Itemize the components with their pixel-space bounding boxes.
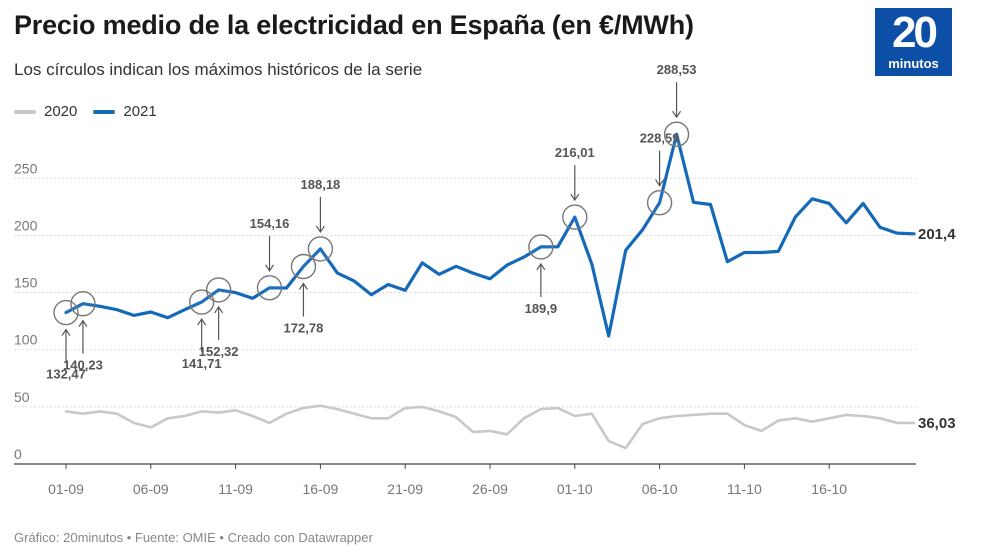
- annotation-label-188,18: 188,18: [301, 177, 341, 192]
- max-circle-228,59: [646, 190, 673, 216]
- max-circle-216,01: [562, 204, 588, 230]
- arrow-head-216,01: [570, 193, 580, 202]
- logo-number: 20: [892, 8, 938, 57]
- arrow-head-154,16: [265, 264, 275, 272]
- x-tick-label-06-09: 06-09: [133, 481, 169, 497]
- max-circle-140,23: [70, 291, 96, 317]
- legend-item-2020: 2020: [14, 103, 77, 120]
- max-circle-152,32: [205, 277, 232, 303]
- grid-layer: [14, 177, 916, 465]
- y-tick-label-250: 250: [14, 160, 38, 176]
- x-tick-label-16-10: 16-10: [811, 481, 847, 497]
- chart-subtitle: Los círculos indican los máximos históri…: [14, 60, 423, 79]
- arrow-head-188,18: [315, 225, 325, 233]
- max-circle-172,78: [290, 253, 317, 280]
- legend-label-2020: 2020: [44, 103, 78, 120]
- x-tick-label-11-09: 11-09: [218, 481, 253, 497]
- x-tick-label-16-09: 16-09: [302, 481, 338, 497]
- arrow-head-152,32: [214, 305, 224, 314]
- arrow-head-189,9: [536, 262, 546, 271]
- axis-layer: 0 50 100 150 200 250 01-09 06-09 11-09 16-09 21-09…: [14, 160, 847, 497]
- chart-title: Precio medio de la electricidad en Españ…: [14, 10, 694, 40]
- y-tick-label-50: 50: [14, 389, 30, 405]
- max-circle-288,53: [663, 121, 690, 147]
- series-layer: 36,03 201,4: [64, 132, 956, 450]
- annotation-label-216,01: 216,01: [555, 145, 595, 160]
- x-tick-label-06-10: 06-10: [642, 481, 678, 497]
- arrow-head-288,53: [672, 110, 682, 119]
- max-circle-189,9: [528, 234, 554, 260]
- end-label-2021: 201,4: [918, 226, 956, 243]
- y-tick-label-200: 200: [14, 217, 38, 233]
- x-tick-label-11-10: 11-10: [727, 481, 762, 497]
- arrow-head-132,47: [61, 328, 71, 336]
- series-line-2020: [64, 404, 916, 450]
- logo-word: minutos: [888, 56, 939, 71]
- end-label-2020: 36,03: [918, 415, 956, 432]
- annotation-label-132,47: 132,47: [46, 367, 86, 382]
- 20minutos-logo[interactable]: 20 minutos: [875, 8, 952, 76]
- legend-label-2021: 2021: [123, 103, 157, 120]
- annotation-label-189,9: 189,9: [525, 301, 558, 316]
- chart-legend: 2020 2021: [14, 103, 173, 120]
- annotation-label-154,16: 154,16: [250, 216, 290, 231]
- y-tick-label-150: 150: [14, 275, 38, 291]
- legend-swatch-2021: [93, 109, 116, 114]
- legend-item-2021: 2021: [93, 103, 157, 120]
- x-tick-label-01-10: 01-10: [557, 481, 593, 497]
- y-tick-label-0: 0: [14, 446, 22, 462]
- annotation-label-288,53: 288,53: [657, 62, 697, 77]
- max-circle-188,18: [307, 236, 334, 262]
- arrow-head-172,78: [298, 282, 308, 290]
- y-tick-label-100: 100: [14, 332, 38, 348]
- legend-swatch-2020: [14, 109, 36, 114]
- annotation-label-172,78: 172,78: [284, 321, 324, 336]
- x-tick-label-01-09: 01-09: [48, 481, 84, 497]
- max-circle-154,16: [256, 275, 283, 301]
- annotation-label-152,32: 152,32: [199, 344, 239, 359]
- annotation-label-141,71: 141,71: [182, 356, 222, 371]
- arrow-head-140,23: [78, 319, 88, 328]
- annotation-label-140,23: 140,23: [63, 358, 103, 373]
- arrow-head-141,71: [197, 317, 207, 326]
- series-line-2021: [64, 132, 916, 338]
- x-tick-label-26-09: 26-09: [472, 481, 508, 497]
- arrow-head-228,59: [655, 179, 665, 187]
- annotation-label-228,59: 228,59: [640, 131, 680, 146]
- x-tick-label-21-09: 21-09: [387, 481, 423, 497]
- chart-footer: Gráfico: 20minutos • Fuente: OMIE • Crea…: [14, 530, 373, 545]
